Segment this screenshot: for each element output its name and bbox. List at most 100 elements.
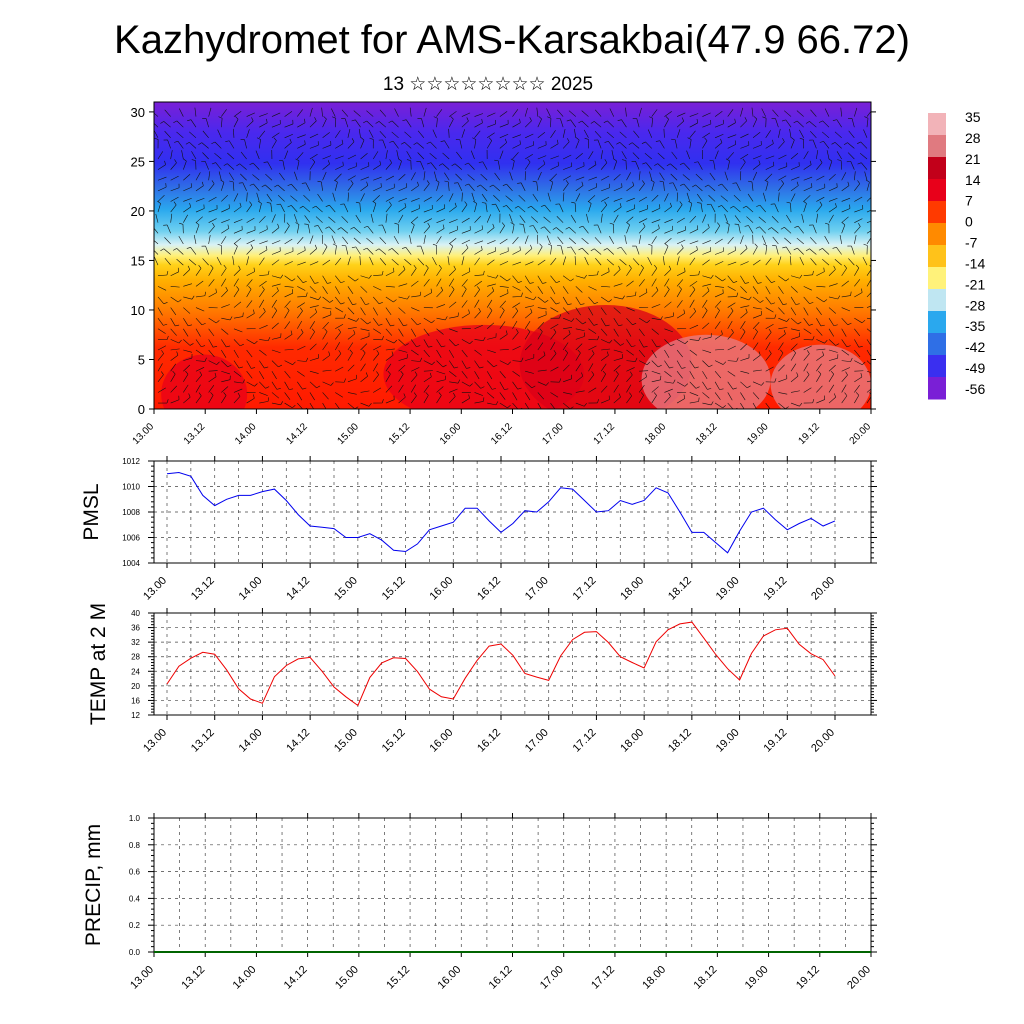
wind-barb-flag — [529, 282, 534, 284]
wind-barb-flag — [780, 226, 785, 230]
wind-barb-flag — [828, 158, 833, 162]
wind-barb — [487, 402, 497, 406]
wind-barb — [322, 342, 328, 351]
wind-barb — [170, 271, 179, 277]
wind-barb-flag — [338, 328, 341, 333]
wind-barb — [474, 113, 484, 117]
wind-barb — [233, 246, 238, 255]
wind-barb — [790, 185, 799, 192]
wind-barb — [600, 318, 606, 327]
wind-barb — [663, 181, 665, 191]
wind-barb — [639, 208, 648, 213]
wind-barb-flag — [609, 222, 614, 225]
wind-barb — [246, 300, 253, 308]
wind-barb-flag — [287, 205, 292, 208]
x-tick-label: 14.12 — [284, 421, 310, 447]
wind-barb-flag — [302, 387, 307, 390]
wind-barb — [378, 248, 387, 255]
wind-barb — [595, 109, 602, 117]
wind-barb — [449, 219, 458, 223]
wind-barb — [803, 387, 812, 393]
wind-barb — [474, 401, 484, 404]
wind-barb — [481, 193, 488, 202]
wind-barb — [727, 224, 730, 234]
wind-barb — [550, 332, 557, 340]
wind-barb-flag — [540, 204, 545, 207]
wind-barb — [700, 203, 703, 213]
wind-barb — [448, 246, 454, 255]
wind-barb-flag — [742, 158, 746, 163]
wind-barb — [309, 133, 319, 139]
wind-barb — [537, 296, 546, 303]
wind-barb — [752, 331, 758, 340]
wind-barb-flag — [650, 179, 655, 183]
wind-barb — [651, 278, 657, 287]
wind-barb-flag — [678, 285, 682, 290]
wind-barb — [358, 128, 361, 138]
wind-barb-flag — [519, 140, 521, 145]
wind-barb — [537, 314, 547, 319]
wind-barb — [166, 224, 171, 234]
wind-barb — [322, 314, 332, 319]
wind-barb — [164, 258, 171, 266]
wind-barb — [233, 301, 242, 308]
wind-barb — [727, 360, 737, 362]
wind-barb — [244, 139, 247, 149]
wind-barb — [570, 119, 577, 128]
wind-barb-flag — [717, 205, 722, 208]
wind-barb-flag — [547, 116, 552, 119]
wind-barb — [575, 328, 585, 332]
wind-barb — [334, 245, 337, 255]
wind-barb-flag — [229, 316, 233, 321]
wind-barb — [499, 371, 506, 379]
wind-barb — [613, 206, 622, 213]
wind-barb — [600, 296, 609, 303]
wind-barb-flag — [198, 264, 202, 269]
wind-barb — [385, 318, 391, 327]
wind-barb — [195, 360, 205, 362]
colorbar-swatch — [928, 113, 946, 136]
wind-barb — [355, 214, 361, 223]
wind-barb-flag — [333, 179, 338, 183]
wind-barb — [208, 339, 214, 348]
wind-barb — [512, 144, 521, 149]
x-tick-label: 17.12 — [592, 421, 618, 447]
wind-barb — [467, 174, 475, 181]
wind-barb — [423, 196, 432, 202]
wind-barb — [284, 371, 291, 379]
wind-barb — [258, 203, 262, 213]
wind-barb — [512, 122, 521, 128]
colorbar-label: 21 — [965, 151, 981, 167]
x-tick-label: 15.00 — [332, 575, 360, 603]
wind-barb — [284, 300, 291, 308]
wind-barb — [385, 385, 393, 393]
wind-barb — [398, 283, 408, 287]
wind-barb — [436, 379, 446, 383]
wind-barb — [246, 381, 255, 387]
wind-barb-flag — [653, 392, 657, 396]
wind-barb — [848, 130, 855, 138]
wind-barb — [651, 182, 655, 191]
wind-barb-flag — [608, 267, 610, 272]
wind-barb-flag — [791, 137, 795, 141]
wind-barb — [398, 296, 408, 300]
wind-barb — [297, 302, 305, 308]
wind-barb-flag — [837, 295, 841, 300]
wind-barb — [752, 118, 758, 128]
wind-barb — [405, 247, 412, 255]
y-tick-label: 0 — [138, 402, 145, 417]
wind-barb — [854, 208, 863, 213]
wind-barb — [347, 286, 354, 294]
wind-barb-flag — [419, 291, 422, 296]
wind-barb-flag — [559, 378, 562, 383]
wind-barb — [714, 293, 724, 298]
wind-barb-flag — [531, 385, 536, 389]
wind-barb — [613, 318, 619, 326]
wind-barb — [702, 360, 710, 368]
wind-barb — [322, 331, 328, 340]
wind-barb — [436, 395, 442, 404]
wind-barb — [499, 225, 505, 234]
wind-barb — [644, 152, 652, 160]
wind-barb — [271, 283, 281, 287]
